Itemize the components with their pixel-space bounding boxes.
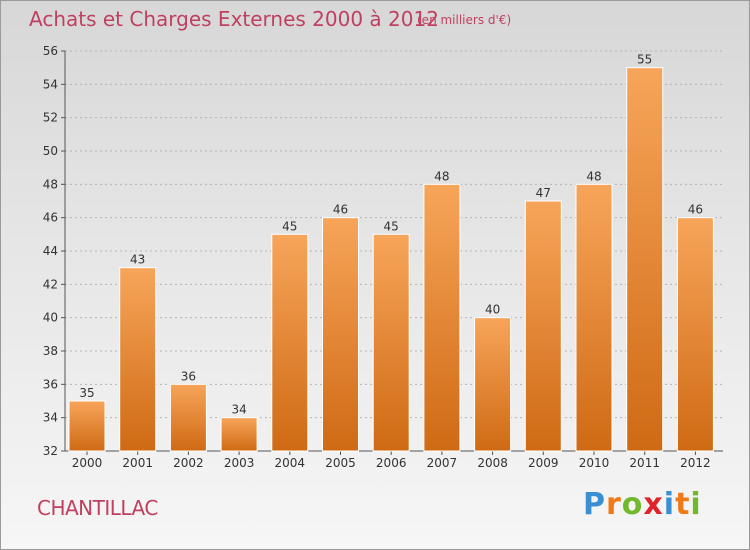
data-label: 36: [181, 369, 196, 383]
proxiti-logo[interactable]: Proxiti: [583, 487, 702, 522]
data-label: 34: [231, 403, 246, 417]
chart-title: Achats et Charges Externes 2000 à 2012: [29, 7, 439, 31]
bar: [220, 417, 258, 452]
data-label: 48: [434, 169, 449, 183]
y-tick-label: 32: [43, 444, 58, 458]
bar: [524, 200, 562, 452]
y-tick-label: 56: [43, 44, 58, 58]
bar: [575, 183, 613, 452]
x-tick-label: 2011: [629, 456, 660, 470]
data-label: 45: [282, 219, 297, 233]
y-tick-label: 38: [43, 344, 58, 358]
x-tick-label: 2012: [680, 456, 711, 470]
data-label: 48: [586, 169, 601, 183]
bars: [68, 67, 714, 452]
bar: [626, 67, 664, 452]
data-label: 35: [79, 386, 94, 400]
commune-name: CHANTILLAC: [37, 496, 158, 520]
bar: [322, 217, 359, 452]
bar: [372, 233, 410, 452]
data-label: 55: [637, 53, 652, 67]
bar: [169, 383, 207, 452]
y-tick-label: 42: [43, 277, 58, 291]
logo-letter: t: [675, 487, 691, 522]
y-tick-label: 48: [43, 177, 58, 191]
x-tick-label: 2005: [325, 456, 356, 470]
y-tick-label: 44: [43, 244, 58, 258]
bar: [676, 217, 714, 452]
logo-letter: r: [606, 487, 622, 522]
x-tick-label: 2008: [477, 456, 508, 470]
y-tick-label: 54: [43, 77, 58, 91]
logo-letter: x: [643, 487, 664, 522]
y-tick-label: 34: [43, 411, 58, 425]
bar: [271, 233, 309, 452]
bar: [68, 400, 106, 452]
chart-subtitle: (en milliers d'€): [417, 13, 512, 27]
data-label: 46: [688, 203, 703, 217]
data-label: 46: [333, 203, 348, 217]
data-label: 47: [536, 186, 551, 200]
x-tick-label: 2001: [122, 456, 153, 470]
x-tick-label: 2000: [72, 456, 103, 470]
bar: [119, 267, 157, 452]
x-tick-label: 2004: [275, 456, 306, 470]
bar: [423, 183, 461, 452]
x-tick-label: 2003: [224, 456, 255, 470]
data-labels: 35 43 36 34 45 46 45 48 40 47 48 55 46: [79, 53, 703, 417]
x-tick-label: 2010: [579, 456, 610, 470]
y-tick-label: 46: [43, 211, 58, 225]
y-tick-label: 52: [43, 111, 58, 125]
x-tick-label: 2006: [376, 456, 407, 470]
logo-letter: i: [663, 487, 676, 522]
x-tick-label: 2007: [427, 456, 458, 470]
logo-letter: i: [690, 487, 702, 522]
logo-letter: o: [621, 487, 644, 522]
data-label: 45: [384, 219, 399, 233]
y-tick-label: 40: [43, 311, 58, 325]
x-tick-label: 2002: [173, 456, 204, 470]
logo-letter: P: [583, 487, 606, 522]
y-tick-label: 50: [43, 144, 58, 158]
data-label: 40: [485, 303, 500, 317]
y-tick-label: 36: [43, 377, 58, 391]
bar: [474, 317, 512, 452]
data-label: 43: [130, 253, 145, 267]
x-tick-label: 2009: [528, 456, 559, 470]
